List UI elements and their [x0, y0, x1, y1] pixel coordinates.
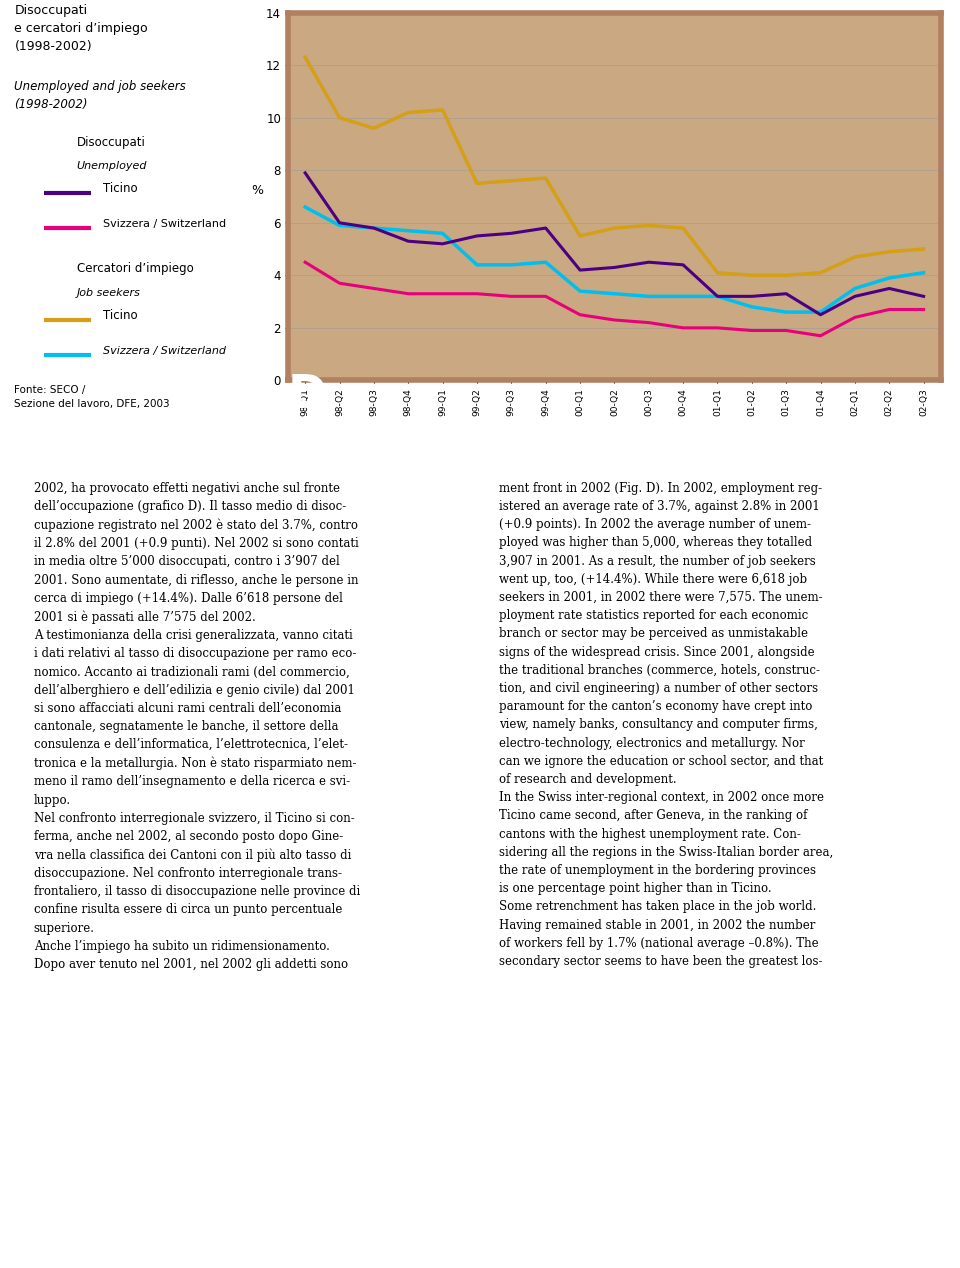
Text: 14: 14 — [21, 392, 51, 412]
Text: Unemployed and job seekers
(1998-2002): Unemployed and job seekers (1998-2002) — [14, 80, 186, 110]
Text: Svizzera / Switzerland: Svizzera / Switzerland — [103, 219, 226, 230]
Y-axis label: %: % — [252, 184, 264, 197]
Text: Ticino: Ticino — [103, 183, 137, 195]
Text: Fonte: SECO /
Sezione del lavoro, DFE, 2003: Fonte: SECO / Sezione del lavoro, DFE, 2… — [14, 385, 170, 408]
Text: Disoccupati: Disoccupati — [77, 136, 146, 148]
Text: Disoccupati
e cercatori d’impiego
(1998-2002): Disoccupati e cercatori d’impiego (1998-… — [14, 4, 148, 53]
Text: Job seekers: Job seekers — [77, 288, 141, 298]
Text: ment front in 2002 (Fig. D). In 2002, employment reg-
istered an average rate of: ment front in 2002 (Fig. D). In 2002, em… — [499, 482, 833, 967]
Text: Unemployed: Unemployed — [77, 161, 147, 171]
Text: D: D — [288, 373, 327, 418]
Text: 2002, ha provocato effetti negativi anche sul fronte
dell’occupazione (grafico D: 2002, ha provocato effetti negativi anch… — [34, 482, 360, 971]
Text: Svizzera / Switzerland: Svizzera / Switzerland — [103, 346, 226, 356]
Text: Cercatori d’impiego: Cercatori d’impiego — [77, 262, 194, 275]
Text: Ticino: Ticino — [103, 309, 137, 322]
